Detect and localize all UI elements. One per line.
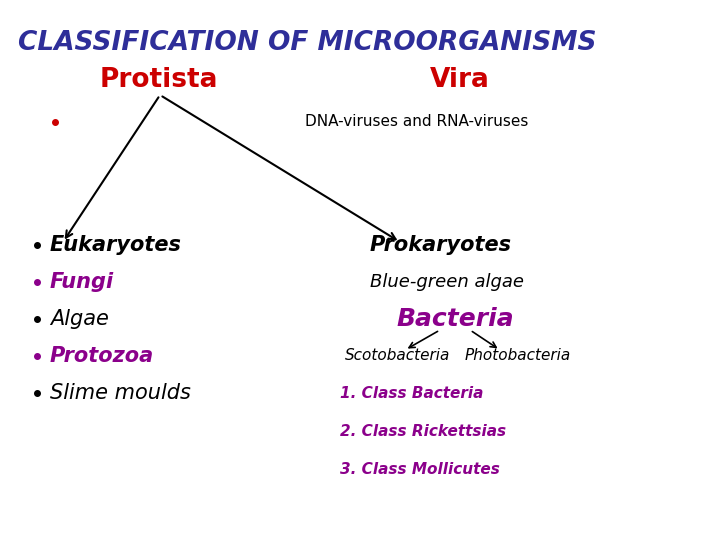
Text: Algae: Algae [50,309,109,329]
Text: Protozoa: Protozoa [50,346,154,366]
Text: Slime moulds: Slime moulds [50,383,191,403]
Text: Blue-green algae: Blue-green algae [370,273,524,291]
Text: Photobacteria: Photobacteria [465,348,571,363]
Text: DNA-viruses and RNA-viruses: DNA-viruses and RNA-viruses [305,114,528,130]
Text: Vira: Vira [430,67,490,93]
Text: 2. Class Rickettsias: 2. Class Rickettsias [340,424,506,440]
Text: 1. Class Bacteria: 1. Class Bacteria [340,386,483,401]
Text: Bacteria: Bacteria [396,307,514,331]
Text: Protista: Protista [100,67,218,93]
Text: Eukaryotes: Eukaryotes [50,235,182,255]
Text: CLASSIFICATION OF MICROORGANISMS: CLASSIFICATION OF MICROORGANISMS [18,30,596,56]
Text: Fungi: Fungi [50,272,114,292]
Text: 3. Class Mollicutes: 3. Class Mollicutes [340,462,500,477]
Text: Prokaryotes: Prokaryotes [370,235,512,255]
Text: Scotobacteria: Scotobacteria [345,348,451,363]
